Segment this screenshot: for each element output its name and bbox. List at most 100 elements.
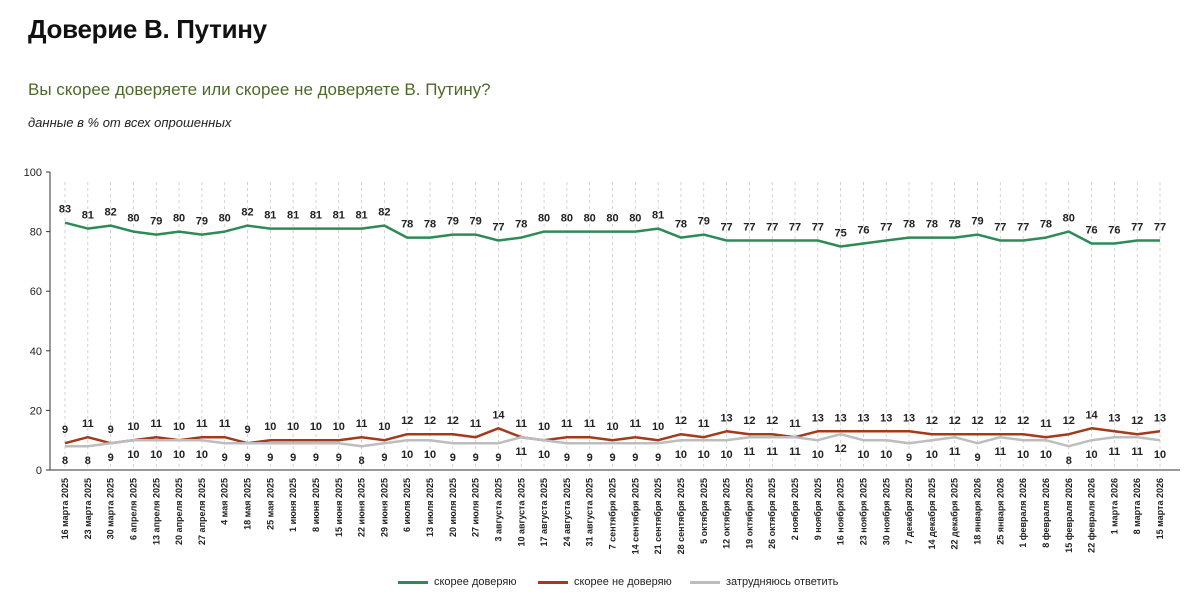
- data-label-distrust: 10: [652, 421, 664, 433]
- data-label-hard: 9: [906, 452, 912, 464]
- data-label-hard: 10: [538, 449, 550, 461]
- data-label-trust: 78: [903, 219, 915, 231]
- x-tick-label: 27 апреля 2025: [197, 478, 207, 545]
- data-label-hard: 11: [1131, 446, 1143, 458]
- data-label-hard: 9: [108, 452, 114, 464]
- x-tick-label: 15 февраля 2026: [1064, 478, 1074, 553]
- data-label-hard: 9: [473, 452, 479, 464]
- data-label-hard: 9: [290, 452, 296, 464]
- data-label-trust: 81: [355, 210, 367, 222]
- data-label-distrust: 11: [196, 418, 208, 430]
- data-label-distrust: 11: [82, 418, 94, 430]
- x-tick-label: 29 июня 2025: [379, 478, 389, 537]
- data-label-hard: 9: [244, 452, 250, 464]
- x-tick-label: 25 мая 2025: [265, 478, 275, 530]
- data-label-hard: 9: [655, 452, 661, 464]
- data-label-hard: 10: [675, 449, 687, 461]
- data-label-distrust: 12: [401, 415, 413, 427]
- x-tick-label: 1 февраля 2026: [1018, 478, 1028, 548]
- x-tick-label: 21 сентября 2025: [653, 478, 663, 554]
- x-tick-label: 6 апреля 2025: [128, 478, 138, 540]
- data-label-hard: 10: [720, 449, 732, 461]
- data-label-distrust: 12: [1017, 415, 1029, 427]
- data-label-trust: 77: [812, 222, 824, 234]
- data-label-hard: 8: [62, 455, 68, 467]
- data-label-distrust: 11: [584, 418, 596, 430]
- x-tick-label: 12 октября 2025: [722, 478, 732, 549]
- data-label-hard: 10: [1154, 449, 1166, 461]
- data-label-hard: 10: [1085, 449, 1097, 461]
- legend-item-distrust: скорее не доверяю: [538, 576, 672, 588]
- data-label-trust: 76: [1108, 225, 1120, 237]
- data-label-distrust: 11: [1040, 418, 1052, 430]
- data-label-distrust: 13: [903, 412, 915, 424]
- data-label-distrust: 13: [720, 412, 732, 424]
- data-label-distrust: 11: [470, 418, 482, 430]
- data-label-trust: 77: [789, 222, 801, 234]
- data-label-distrust: 12: [926, 415, 938, 427]
- data-label-distrust: 11: [515, 418, 527, 430]
- y-tick-label: 0: [36, 465, 42, 477]
- x-tick-label: 22 декабря 2025: [950, 478, 960, 549]
- data-label-hard: 11: [994, 446, 1006, 458]
- data-label-trust: 79: [698, 216, 710, 228]
- x-tick-label: 9 ноября 2025: [813, 478, 823, 540]
- data-label-hard: 9: [267, 452, 273, 464]
- data-label-trust: 82: [378, 207, 390, 219]
- data-label-distrust: 12: [994, 415, 1006, 427]
- data-label-distrust: 14: [492, 409, 505, 421]
- data-label-distrust: 10: [310, 421, 322, 433]
- data-label-distrust: 13: [857, 412, 869, 424]
- legend-swatch-trust: [398, 580, 428, 584]
- data-label-hard: 8: [1066, 455, 1072, 467]
- data-label-trust: 80: [1063, 213, 1075, 225]
- data-label-trust: 81: [310, 210, 322, 222]
- legend-label-hard: затрудняюсь ответить: [726, 576, 839, 588]
- x-tick-label: 7 декабря 2025: [904, 478, 914, 544]
- data-label-distrust: 12: [766, 415, 778, 427]
- data-label-hard: 11: [515, 446, 527, 458]
- x-tick-label: 13 июля 2025: [425, 478, 435, 537]
- x-tick-label: 22 февраля 2026: [1087, 478, 1097, 553]
- data-label-trust: 81: [287, 210, 299, 222]
- data-label-hard: 9: [974, 452, 980, 464]
- data-label-distrust: 12: [675, 415, 687, 427]
- line-chart: 0 20 40 60 80 100 16 марта 2025 23 марта 2025 30…: [24, 167, 1180, 554]
- data-label-trust: 79: [470, 216, 482, 228]
- x-tick-label: 17 августа 2025: [539, 478, 549, 547]
- x-tick-label: 14 декабря 2025: [927, 478, 937, 549]
- data-label-trust: 77: [1131, 222, 1143, 234]
- data-label-distrust: 12: [949, 415, 961, 427]
- x-tick-label: 13 апреля 2025: [151, 478, 161, 545]
- x-tick-label: 30 марта 2025: [106, 478, 116, 539]
- y-tick-label: 60: [30, 286, 42, 298]
- data-label-trust: 83: [59, 204, 71, 216]
- data-label-distrust: 11: [698, 418, 710, 430]
- legend-swatch-distrust: [538, 580, 568, 584]
- data-label-hard: 10: [926, 449, 938, 461]
- x-tick-label: 3 августа 2025: [493, 478, 503, 542]
- data-label-trust: 77: [880, 222, 892, 234]
- data-label-distrust: 14: [1085, 409, 1098, 421]
- data-label-trust: 80: [173, 213, 185, 225]
- data-label-trust: 81: [333, 210, 345, 222]
- legend-label-trust: скорее доверяю: [434, 576, 517, 588]
- data-label-trust: 80: [219, 213, 231, 225]
- x-tick-label: 18 мая 2025: [243, 478, 253, 530]
- data-label-hard: 9: [450, 452, 456, 464]
- x-tick-label: 31 августа 2025: [585, 478, 595, 547]
- x-tick-label: 25 января 2026: [995, 478, 1005, 545]
- data-label-hard: 9: [564, 452, 570, 464]
- x-tick-label: 30 ноября 2025: [881, 478, 891, 545]
- data-label-trust: 77: [766, 222, 778, 234]
- data-label-hard: 9: [587, 452, 593, 464]
- data-label-hard: 11: [789, 446, 801, 458]
- data-label-trust: 80: [127, 213, 139, 225]
- x-tick-label: 4 мая 2025: [220, 478, 230, 525]
- data-label-trust: 78: [515, 219, 527, 231]
- y-tick-label: 20: [30, 405, 42, 417]
- x-tick-label: 14 сентября 2025: [630, 478, 640, 554]
- data-label-distrust: 9: [108, 424, 114, 436]
- x-tick-label: 8 марта 2026: [1132, 478, 1142, 534]
- data-label-trust: 77: [720, 222, 732, 234]
